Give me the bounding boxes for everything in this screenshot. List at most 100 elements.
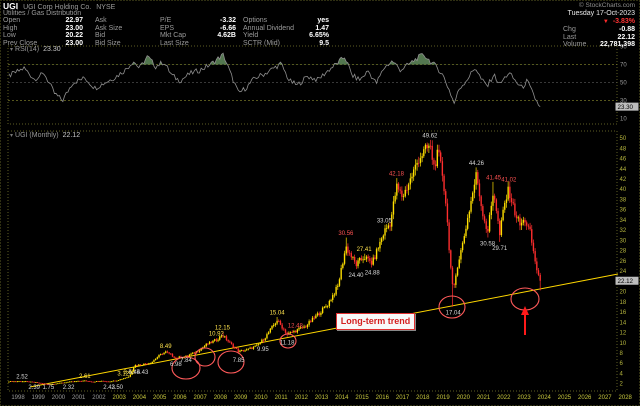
candle-body xyxy=(133,367,135,372)
last-price-box-text: 22.12 xyxy=(618,278,634,285)
trend-touch-circle xyxy=(217,350,245,374)
price-label: 24.40 xyxy=(349,273,365,279)
candle-body xyxy=(198,350,201,352)
candle-body xyxy=(519,217,521,226)
stat-label: Prev Close xyxy=(3,39,38,47)
candle-body xyxy=(470,201,472,212)
candle-body xyxy=(244,350,246,352)
candle-body xyxy=(75,381,78,383)
candle-body xyxy=(109,381,111,383)
candle-body xyxy=(419,158,422,164)
price-label: 5.43 xyxy=(137,370,149,376)
x-axis-label: 2016 xyxy=(376,395,390,401)
exchange-label: NYSE xyxy=(96,4,116,11)
stat-value: -3.32 xyxy=(220,17,236,24)
price-label: 42.18 xyxy=(389,172,405,178)
candle-body xyxy=(308,321,310,325)
candle-body xyxy=(217,339,219,341)
candle-body xyxy=(288,332,290,335)
candle-body xyxy=(343,253,346,264)
candle-body xyxy=(143,363,145,366)
trend-touch-circle xyxy=(194,347,216,367)
candle-body xyxy=(531,229,533,243)
candle-body xyxy=(52,383,54,385)
quote-row-value: 22,781,398 xyxy=(599,41,635,48)
x-axis-label: 2009 xyxy=(234,395,248,401)
candle-body xyxy=(473,184,476,193)
trend-annotation-label: Long-term trend xyxy=(336,313,415,330)
x-axis-label: 2027 xyxy=(598,395,612,401)
candle-body xyxy=(131,371,133,375)
stats-column: Open 22.97 High 23.00 Low 20.22 Prev Close 23.0… xyxy=(3,17,83,47)
candle-body xyxy=(375,249,378,259)
candle-body xyxy=(468,211,471,218)
candle-body xyxy=(200,348,202,351)
candle-body xyxy=(379,241,381,249)
price-label: 41.02 xyxy=(501,178,517,184)
last-price-box xyxy=(615,276,639,285)
x-axis-label: 2007 xyxy=(193,395,207,401)
stat-row: Bid Size xyxy=(95,40,155,48)
candle-body xyxy=(465,228,467,237)
candle-body xyxy=(136,365,138,366)
candle-body xyxy=(257,343,260,345)
candle-body xyxy=(25,381,27,383)
stat-label: SCTR (Mid) xyxy=(243,39,280,47)
quote-row: Chg -0.88 xyxy=(563,26,635,34)
x-axis-label: 2014 xyxy=(335,395,349,401)
candle-body xyxy=(448,222,450,251)
candle-body xyxy=(536,261,538,271)
y-axis-label: 40 xyxy=(620,187,627,193)
y-axis-label: 46 xyxy=(620,157,627,163)
candle-body xyxy=(411,176,413,179)
candle-body xyxy=(259,342,261,344)
candle-body xyxy=(436,149,439,167)
candle-body xyxy=(311,317,314,322)
candle-body xyxy=(92,381,94,383)
candle-body xyxy=(482,206,484,217)
price-label: 5.44 xyxy=(129,370,141,376)
stat-row: Open 22.97 xyxy=(3,17,83,25)
candle-body xyxy=(507,186,509,200)
candle-body xyxy=(242,350,245,352)
candle-body xyxy=(455,275,457,285)
candle-body xyxy=(119,379,121,381)
candle-body xyxy=(396,183,398,196)
candle-body xyxy=(151,361,153,364)
candle-body xyxy=(431,145,433,160)
x-axis-label: 2023 xyxy=(517,395,531,401)
x-axis-label: 2002 xyxy=(92,395,106,401)
candle-body xyxy=(197,351,199,353)
candle-body xyxy=(114,380,116,382)
candle-body xyxy=(219,336,221,340)
candle-body xyxy=(41,383,44,385)
y-axis-label: 32 xyxy=(620,228,627,234)
trend-touch-circle xyxy=(171,356,201,380)
candle-body xyxy=(90,381,93,383)
price-label: 29.71 xyxy=(492,246,508,252)
trend-touch-circle xyxy=(279,333,297,349)
y-axis-label: 8 xyxy=(620,351,624,357)
candle-body xyxy=(149,363,152,364)
x-axis-label: 2008 xyxy=(214,395,228,401)
candle-body xyxy=(384,228,386,236)
collapse-arrow-icon: ▾ xyxy=(10,47,14,53)
candle-body xyxy=(9,381,12,382)
price-title-text: UGI (Monthly) xyxy=(15,132,59,139)
change-percent-row: ▼ -3.83% xyxy=(515,18,635,26)
candle-body xyxy=(95,381,98,382)
sector-label: Utilities / Gas Distribution xyxy=(3,10,82,17)
candle-body xyxy=(67,381,69,383)
candle-body xyxy=(318,313,320,315)
candle-body xyxy=(380,238,383,242)
candle-body xyxy=(412,169,415,177)
candle-body xyxy=(144,363,147,365)
candle-body xyxy=(397,183,400,190)
stat-label: P/E xyxy=(160,17,172,24)
candle-body xyxy=(497,210,499,221)
y-axis-label: 12 xyxy=(620,331,627,337)
candle-body xyxy=(57,383,59,385)
collapse-arrow-icon: ▾ xyxy=(10,133,14,139)
price-label: 7.84 xyxy=(180,358,192,364)
